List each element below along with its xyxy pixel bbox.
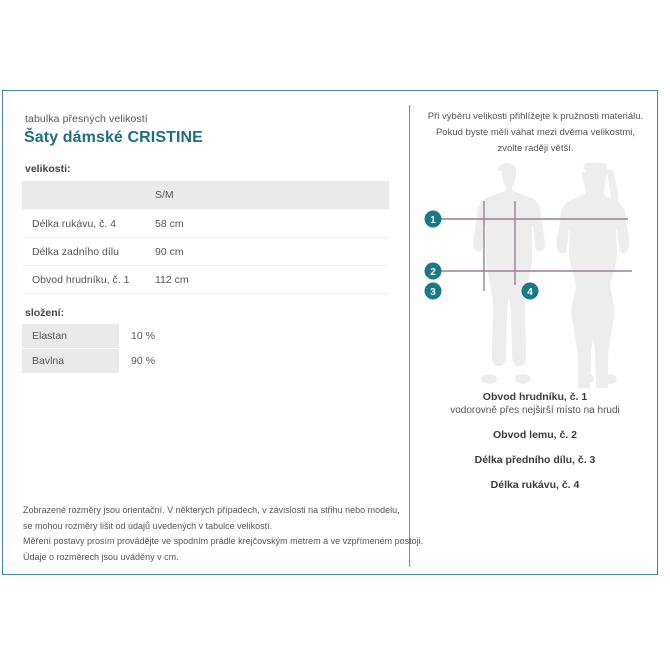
disclaimer-line-1: Zobrazené rozměry jsou orientační. V něk…	[23, 505, 400, 515]
sizing-advice-text: Při výběru velikosti přihlížejte k pružn…	[418, 109, 653, 157]
body-silhouettes-svg: 1 2 3 4	[424, 160, 632, 398]
advice-line-3: zvolte raději větší.	[497, 143, 574, 154]
size-row-name: Délka zadního dílu	[22, 237, 153, 266]
marker-badge-1-label: 1	[430, 215, 436, 226]
disclaimer-text: Zobrazené rozměry jsou orientační. V něk…	[23, 503, 424, 565]
disclaimer-line-2: se mohou rozměry lišit od údajů uvedenýc…	[23, 520, 273, 531]
marker-badge-3-label: 3	[430, 287, 436, 298]
page-eyebrow: tabulka přesných velikostí	[25, 113, 148, 125]
legend-item-3: Délka předního dílu, č. 3	[474, 454, 596, 466]
panel-divider	[409, 105, 410, 567]
marker-badge-2: 2	[424, 262, 442, 280]
advice-line-2: Pokud byste měli váhat mezi dvěma veliko…	[435, 127, 636, 138]
right-panel: Při výběru velikosti přihlížejte k pružn…	[410, 91, 659, 574]
page-title: Šaty dámské CRISTINE	[24, 129, 203, 146]
legend-item-4: Délka rukávu, č. 4	[490, 479, 580, 491]
sizes-header-blank	[22, 181, 153, 210]
sizes-section-label: velikosti:	[25, 163, 71, 175]
table-row: Bavlna 90 %	[22, 348, 222, 374]
sizes-header-row: S/M	[22, 181, 389, 210]
sizes-table-head: S/M	[22, 181, 389, 210]
composition-table: Elastan 10 % Bavlna 90 %	[22, 324, 222, 374]
advice-line-1: Při výběru velikosti přihlížejte k pružn…	[427, 111, 644, 122]
marker-badge-4: 4	[521, 282, 539, 300]
sizes-header-sm: S/M	[153, 181, 389, 210]
size-row-value: 90 cm	[153, 237, 389, 266]
disclaimer-line-4: Údaje o rozměrech jsou uváděny v cm.	[23, 551, 179, 562]
measurement-legend: Obvod hrudníku, č. 1 vodorovně přes nejš…	[416, 391, 654, 491]
composition-table-body: Elastan 10 % Bavlna 90 %	[22, 324, 222, 374]
table-row: Elastan 10 %	[22, 324, 222, 349]
size-row-name: Obvod hrudníku, č. 1	[22, 265, 153, 294]
sizes-table: S/M Délka rukávu, č. 4 58 cm Délka zadní…	[22, 181, 389, 294]
legend-item-1-title: Obvod hrudníku, č. 1	[482, 391, 588, 403]
size-row-value: 112 cm	[153, 265, 389, 294]
sizes-table-body: Délka rukávu, č. 4 58 cm Délka zadního d…	[22, 209, 389, 294]
female-silhouette-icon	[556, 160, 630, 398]
marker-badge-3: 3	[424, 282, 442, 300]
table-row: Délka zadního dílu 90 cm	[22, 237, 389, 266]
composition-percent: 90 %	[131, 355, 155, 367]
marker-badge-4-label: 4	[527, 287, 533, 298]
size-row-name: Délka rukávu, č. 4	[22, 209, 153, 238]
disclaimer-line-3: Měření postavy prosím provádějte ve spod…	[23, 536, 424, 546]
content-box: tabulka přesných velikostí Šaty dámské C…	[2, 90, 658, 575]
male-silhouette-icon	[473, 163, 545, 366]
table-row: Obvod hrudníku, č. 1 112 cm	[22, 265, 389, 294]
table-row: Délka rukávu, č. 4 58 cm	[22, 209, 389, 238]
composition-material: Bavlna	[22, 348, 119, 374]
legend-item-1-description: vodorovně přes nejširší místo na hrudi	[450, 405, 620, 416]
male-feet-icon	[481, 374, 531, 384]
female-feet-icon	[580, 374, 617, 384]
composition-material: Elastan	[22, 324, 119, 349]
marker-badge-1: 1	[424, 210, 442, 228]
measurement-figure: 1 2 3 4	[420, 160, 652, 398]
composition-percent: 10 %	[131, 330, 155, 343]
legend-item-2: Obvod lemu, č. 2	[492, 429, 578, 441]
left-panel: tabulka přesných velikostí Šaty dámské C…	[3, 91, 424, 574]
size-row-value: 58 cm	[153, 209, 389, 238]
marker-badge-2-label: 2	[430, 267, 436, 278]
composition-section-label: složení:	[25, 307, 65, 319]
